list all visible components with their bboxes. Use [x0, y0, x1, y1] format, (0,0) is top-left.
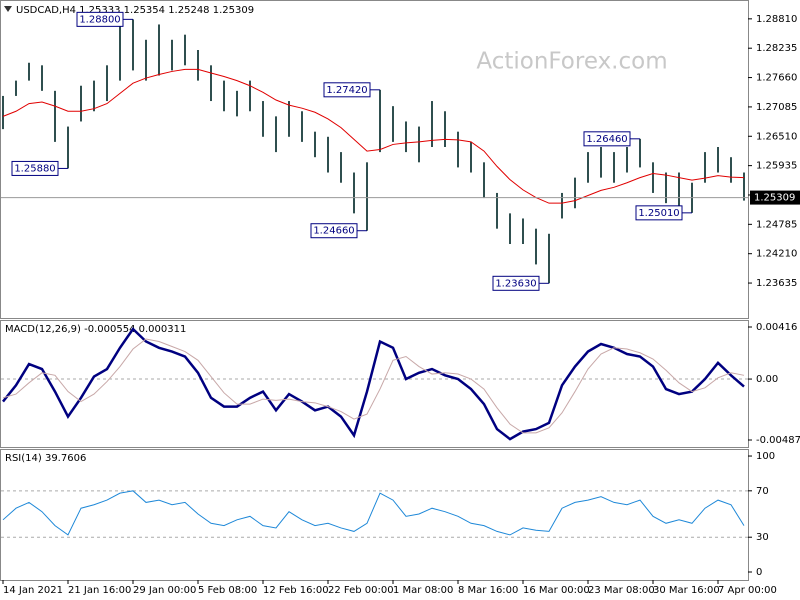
- rsi-title: RSI(14) 39.7606: [5, 453, 86, 464]
- y-tick-label: 0.00416: [756, 322, 797, 333]
- x-tick-label: 7 Apr 00:00: [718, 585, 777, 596]
- x-tick-label: 12 Feb 16:00: [263, 585, 329, 596]
- annotation-box: [492, 275, 540, 291]
- annotation-label: 1.25010: [638, 208, 679, 219]
- annotation-box: [76, 11, 124, 27]
- y-tick-label: 1.23635: [756, 278, 797, 289]
- x-tick-label: 30 Mar 16:00: [653, 585, 720, 596]
- indicator-line: [2, 338, 745, 434]
- annotation-label: 1.28800: [79, 14, 120, 25]
- annotation-box: [11, 160, 59, 176]
- y-tick-label: 1.24785: [756, 219, 797, 230]
- last-price-box: [750, 190, 800, 205]
- x-tick-label: 16 Mar 00:00: [523, 585, 590, 596]
- y-tick-label: 0: [756, 567, 762, 578]
- y-tick-label: 1.27085: [756, 102, 797, 113]
- annotation-box: [310, 223, 358, 239]
- annotation-label: 1.24660: [313, 226, 354, 237]
- annotation-box: [583, 131, 631, 147]
- indicator-line: [2, 490, 745, 536]
- x-tick-label: 8 Mar 16:00: [458, 585, 518, 596]
- annotation-label: 1.27420: [326, 85, 367, 96]
- y-tick-label: 1.27660: [756, 73, 797, 84]
- price-pane: [0, 0, 749, 319]
- y-tick-label: 1.28810: [756, 14, 797, 25]
- watermark: ActionForex.com: [476, 49, 667, 75]
- macd-title: MACD(12,26,9) -0.000554 0.000311: [5, 324, 186, 335]
- symbol-icon: [4, 6, 12, 12]
- rsi-pane: [0, 449, 749, 581]
- y-tick-label: 1.25935: [756, 161, 797, 172]
- indicator-line: [2, 327, 745, 441]
- annotation-box: [635, 205, 683, 221]
- y-tick-label: 1.28235: [756, 43, 797, 54]
- x-tick-label: 23 Mar 08:00: [588, 585, 655, 596]
- x-tick-label: 14 Jan 2021: [3, 585, 63, 596]
- y-tick-label: 100: [756, 451, 775, 462]
- annotation-label: 1.25880: [14, 163, 55, 174]
- y-tick-label: 70: [756, 486, 769, 497]
- x-tick-label: 22 Feb 00:00: [328, 585, 394, 596]
- moving-average: [2, 68, 745, 204]
- annotation-label: 1.23630: [495, 278, 536, 289]
- x-tick-label: 29 Jan 00:00: [133, 585, 196, 596]
- last-price-label: 1.25309: [754, 193, 795, 204]
- annotation-box: [323, 82, 371, 98]
- x-tick-label: 1 Mar 08:00: [393, 585, 453, 596]
- y-tick-label: 30: [756, 532, 769, 543]
- y-tick-label: 1.24210: [756, 249, 797, 260]
- annotation-label: 1.26460: [586, 134, 627, 145]
- y-tick-label: 0.00: [756, 374, 778, 385]
- y-tick-label: 1.26510: [756, 131, 797, 142]
- x-tick-label: 21 Jan 16:00: [68, 585, 131, 596]
- x-tick-label: 5 Feb 08:00: [198, 585, 257, 596]
- chart-title: USDCAD,H4 1.25333 1.25354 1.25248 1.2530…: [16, 5, 254, 16]
- macd-pane: [0, 320, 749, 448]
